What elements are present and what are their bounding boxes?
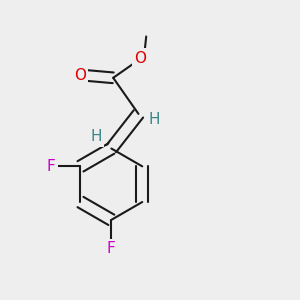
Text: F: F xyxy=(107,242,116,256)
Text: H: H xyxy=(148,112,160,127)
Text: H: H xyxy=(90,129,102,144)
Text: F: F xyxy=(46,159,55,174)
Text: O: O xyxy=(134,51,146,66)
Text: O: O xyxy=(74,68,86,82)
